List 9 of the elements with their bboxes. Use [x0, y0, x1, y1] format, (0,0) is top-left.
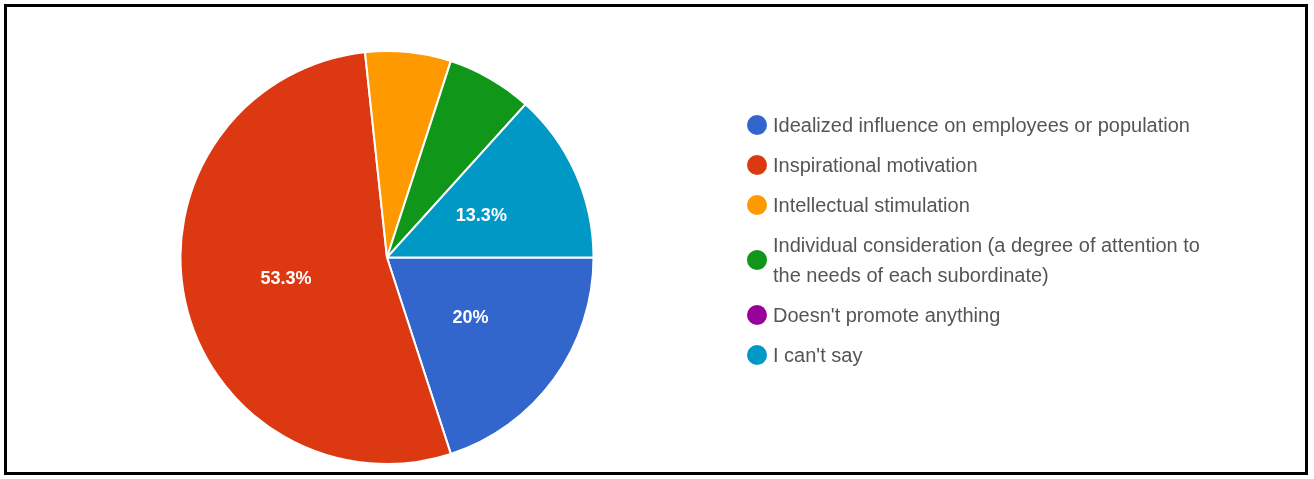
legend-label: Inspirational motivation [773, 152, 978, 178]
data-label: 53.3% [260, 267, 312, 288]
data-label: 13.3% [455, 204, 507, 225]
legend-label: I can't say [773, 342, 863, 368]
legend-label: Intellectual stimulation [773, 192, 970, 218]
legend-label: Idealized influence on employees or population [773, 112, 1190, 138]
data-label: 20% [452, 306, 489, 327]
legend-label: Individual consideration (a degree of attention to the needs of each subordinate) [773, 232, 1201, 288]
legend-label: Doesn't promote anything [773, 302, 1001, 328]
